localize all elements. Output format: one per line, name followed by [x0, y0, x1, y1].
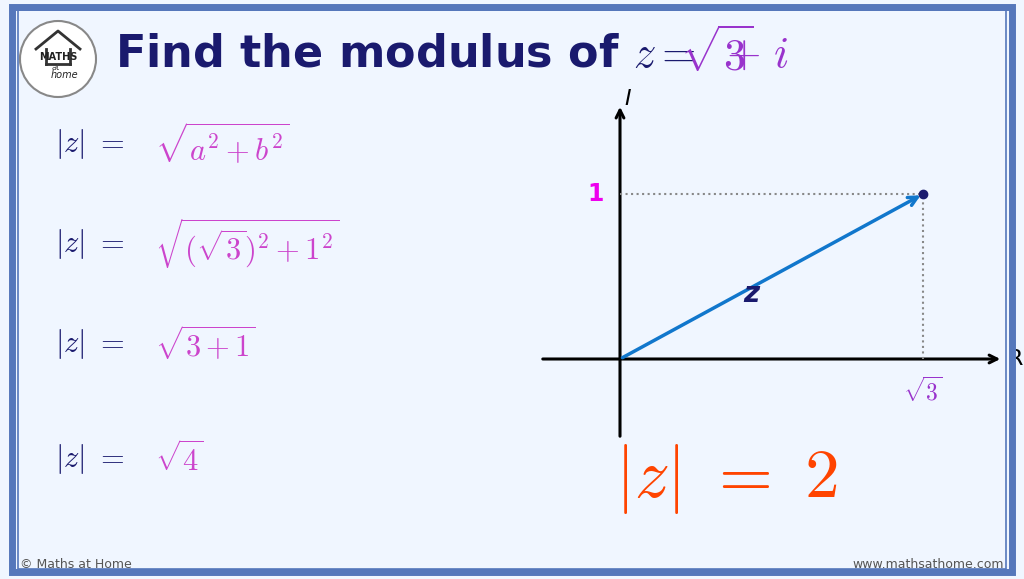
Text: 1: 1 — [588, 182, 604, 206]
Text: $\sqrt{3}$: $\sqrt{3}$ — [903, 377, 943, 406]
Text: $|z|\ =$: $|z|\ =$ — [55, 227, 125, 261]
Text: $|z|\ =$: $|z|\ =$ — [55, 327, 125, 361]
Text: I: I — [625, 89, 632, 109]
Text: $\sqrt{(\sqrt{3})^2+1^2}$: $\sqrt{(\sqrt{3})^2+1^2}$ — [155, 217, 340, 272]
Text: $|z|\ =\ 2$: $|z|\ =\ 2$ — [615, 442, 838, 516]
Text: www.mathsathome.com: www.mathsathome.com — [853, 559, 1004, 571]
Text: R: R — [1008, 349, 1023, 369]
Text: home: home — [50, 70, 78, 80]
Text: MATHS: MATHS — [39, 52, 77, 62]
Text: $|z|\ =$: $|z|\ =$ — [55, 127, 125, 161]
Text: $\sqrt{4}$: $\sqrt{4}$ — [155, 441, 204, 477]
Text: at: at — [52, 63, 60, 71]
Text: $\sqrt{3+1}$: $\sqrt{3+1}$ — [155, 325, 256, 364]
Text: $|z|\ =$: $|z|\ =$ — [55, 442, 125, 476]
Text: $+\ i$: $+\ i$ — [726, 32, 788, 75]
Text: $\sqrt{a^2+b^2}$: $\sqrt{a^2+b^2}$ — [155, 121, 290, 167]
Circle shape — [20, 21, 96, 97]
Text: Find the modulus of $z =$: Find the modulus of $z =$ — [115, 32, 695, 75]
Text: © Maths at Home: © Maths at Home — [20, 559, 132, 571]
Text: z: z — [743, 280, 760, 309]
Text: $\sqrt{3}$: $\sqrt{3}$ — [680, 28, 753, 80]
